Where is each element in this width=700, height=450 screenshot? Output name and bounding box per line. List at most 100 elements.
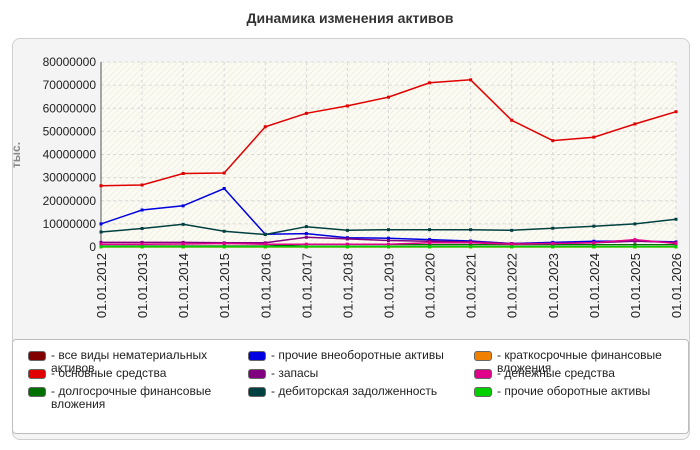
data-point [428,228,432,232]
data-point [222,245,226,249]
legend-label: - долгосрочные финансовые вложения [51,384,212,411]
data-point [181,222,185,226]
y-tick-label: 70000000 [43,78,97,92]
data-point [222,229,226,233]
legend-item: - долгосрочные финансовые вложения [28,385,243,411]
data-point [99,240,103,244]
legend-label: - краткосрочные финансовые вложения [497,348,662,375]
data-point [633,122,637,126]
data-point [633,238,637,242]
data-point [263,242,267,246]
data-point [263,245,267,249]
legend-item: - прочие внеоборотные активы [248,349,463,362]
data-point [674,110,678,114]
legend-label: - прочие оборотные активы [497,384,651,398]
data-point [674,242,678,246]
y-axis-label: тыс. [9,142,23,168]
data-point [387,228,390,232]
data-point [345,242,349,246]
data-point [469,241,473,245]
legend-swatch [28,369,46,379]
data-point [428,238,432,242]
x-tick-label: 01.01.2017 [299,253,314,318]
data-point [592,241,596,245]
data-point [181,171,185,175]
legend-item: - основные средства [28,367,243,380]
x-tick-label: 01.01.2018 [340,253,355,318]
legend-item: - запасы [248,367,463,380]
x-tick-label: 01.01.2021 [464,253,479,318]
data-point [181,240,185,244]
data-point [428,241,432,245]
data-point [345,104,349,108]
data-point [345,228,349,232]
x-tick-label: 01.01.2012 [94,253,109,318]
data-point [510,228,514,232]
x-tick-label: 01.01.2015 [217,253,232,318]
y-tick-label: 80000000 [43,55,97,69]
data-point [469,243,473,247]
data-point [674,245,678,249]
x-tick-label: 01.01.2020 [423,253,438,318]
legend-item: - краткосрочные финансовые вложения [474,349,679,375]
data-point [551,139,555,143]
data-point [674,217,678,221]
data-point [140,183,144,187]
legend-item: - прочие оборотные активы [474,385,679,398]
legend-swatch [28,351,46,361]
data-point [99,242,103,246]
x-tick-label: 01.01.2022 [505,253,520,318]
data-point [140,240,144,244]
data-point [140,208,144,212]
data-point [304,232,308,236]
y-tick-label: 10000000 [43,217,97,231]
data-point [345,237,349,241]
data-point [345,245,349,249]
legend-item: - дебиторская задолженность [248,385,463,398]
data-point [469,245,473,249]
data-point [428,243,432,247]
y-tick-label: 40000000 [43,148,97,162]
data-point [181,245,185,249]
data-point [99,230,103,234]
legend-swatch [248,369,266,379]
data-point [99,222,103,226]
data-point [387,236,390,240]
legend-swatch [474,351,492,361]
x-tick-label: 01.01.2014 [176,253,191,318]
data-point [592,224,596,228]
data-point [428,245,432,249]
legend-swatch [474,387,492,397]
data-point [633,239,637,243]
y-tick-label: 50000000 [43,124,97,138]
data-point [469,228,473,232]
data-point [99,245,103,249]
data-point [304,245,308,249]
chart-title: Динамика изменения активов [246,10,454,26]
data-point [99,184,103,188]
data-point [263,233,267,237]
data-point [633,243,637,247]
legend-item: - денежные средства [474,367,679,380]
data-point [140,245,144,249]
legend-swatch [474,369,492,379]
legend-item: - все виды нематериальных активов [28,349,243,375]
data-point [592,243,596,247]
legend-label: - запасы [271,366,319,380]
line-chart: 0 10000000 20000000 30000000 40000000 5000000… [9,55,684,318]
data-point [551,245,555,249]
data-point [469,78,473,82]
data-point [304,242,308,246]
data-point [181,204,185,208]
data-point [633,222,637,226]
legend-swatch [248,387,266,397]
data-point [387,239,390,243]
data-point [551,242,555,246]
legend-swatch [28,387,46,397]
legend-label: - дебиторская задолженность [271,384,438,398]
data-point [510,242,514,246]
data-point [428,239,432,243]
y-tick-label: 20000000 [43,194,97,208]
legend-label: - денежные средства [497,366,615,380]
data-point [592,135,596,139]
